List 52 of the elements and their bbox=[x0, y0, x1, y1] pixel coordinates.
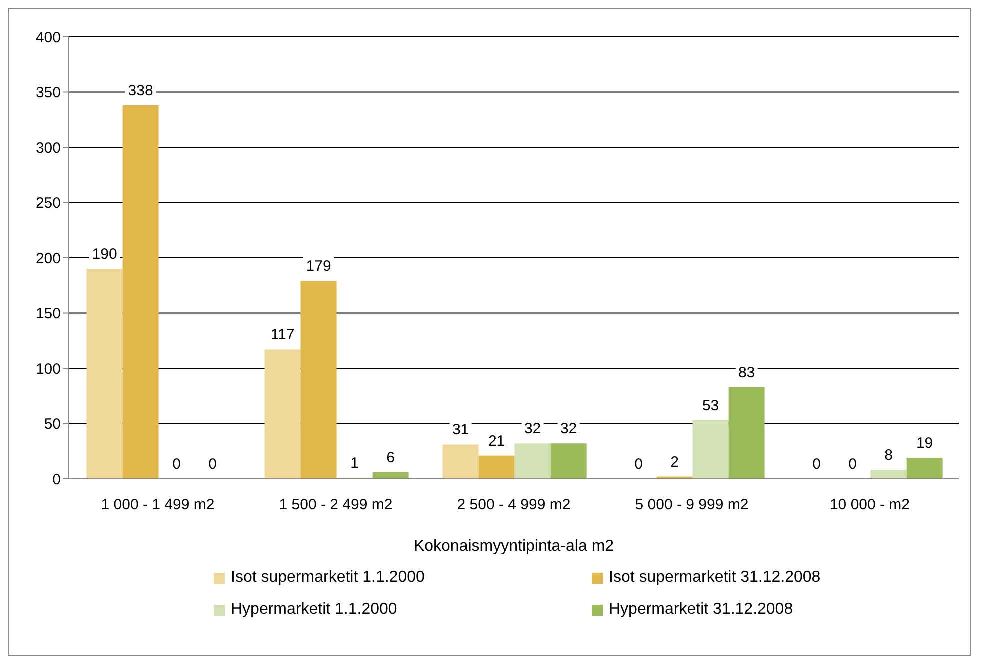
y-tick-label: 200 bbox=[36, 250, 61, 268]
data-label: 6 bbox=[386, 449, 395, 466]
data-label: 83 bbox=[738, 364, 756, 382]
bar bbox=[550, 444, 587, 479]
data-label: 0 bbox=[208, 456, 217, 473]
bar bbox=[442, 444, 479, 479]
x-axis-title: Kokonaismyyntipinta-ala m2 bbox=[414, 538, 614, 555]
y-tick-label: 100 bbox=[36, 360, 61, 378]
data-label: 21 bbox=[488, 432, 506, 450]
x-tick-label: 5 000 - 9 999 m2 bbox=[635, 496, 749, 514]
bar bbox=[372, 472, 409, 479]
bar bbox=[692, 420, 729, 479]
legend-label: Hypermarketit 1.1.2000 bbox=[231, 601, 398, 619]
x-tick-label: 1 500 - 2 499 m2 bbox=[279, 496, 393, 514]
data-label: 179 bbox=[306, 258, 332, 276]
bar bbox=[264, 350, 301, 479]
data-label: 0 bbox=[812, 456, 821, 473]
data-label: 53 bbox=[702, 397, 720, 414]
y-tick-label: 0 bbox=[52, 471, 61, 488]
legend-label: Isot supermarketit 31.12.2008 bbox=[609, 569, 821, 587]
legend-label: Hypermarketit 31.12.2008 bbox=[609, 601, 794, 619]
data-label: 31 bbox=[452, 422, 470, 439]
bar bbox=[86, 269, 123, 479]
data-label: 1 bbox=[350, 454, 359, 472]
data-label: 0 bbox=[172, 456, 181, 473]
data-label: 0 bbox=[634, 456, 643, 473]
x-tick-label: 1 000 - 1 499 m2 bbox=[101, 496, 215, 514]
bar bbox=[728, 387, 765, 479]
data-label: 190 bbox=[92, 246, 118, 264]
data-label: 0 bbox=[848, 456, 857, 473]
x-tick-label: 2 500 - 4 999 m2 bbox=[457, 496, 571, 514]
bar bbox=[906, 458, 943, 479]
y-tick-label: 50 bbox=[44, 416, 61, 434]
data-label: 338 bbox=[128, 82, 154, 100]
data-label: 19 bbox=[916, 435, 934, 452]
y-tick-label: 150 bbox=[36, 306, 61, 323]
y-tick-label: 250 bbox=[36, 195, 61, 212]
x-tick-label: 10 000 - m2 bbox=[830, 496, 910, 514]
bar bbox=[122, 106, 159, 479]
bar bbox=[514, 444, 551, 479]
data-label: 32 bbox=[524, 420, 542, 438]
y-tick-label: 350 bbox=[36, 84, 61, 102]
bar bbox=[478, 456, 515, 479]
y-tick-label: 300 bbox=[36, 140, 61, 157]
bar bbox=[870, 470, 907, 479]
data-label: 117 bbox=[270, 326, 295, 344]
data-label: 8 bbox=[884, 447, 893, 464]
legend-label: Isot supermarketit 1.1.2000 bbox=[231, 569, 425, 587]
data-label: 2 bbox=[670, 454, 679, 471]
bar bbox=[300, 281, 337, 479]
y-tick-label: 400 bbox=[36, 29, 61, 46]
data-label: 32 bbox=[560, 420, 578, 438]
